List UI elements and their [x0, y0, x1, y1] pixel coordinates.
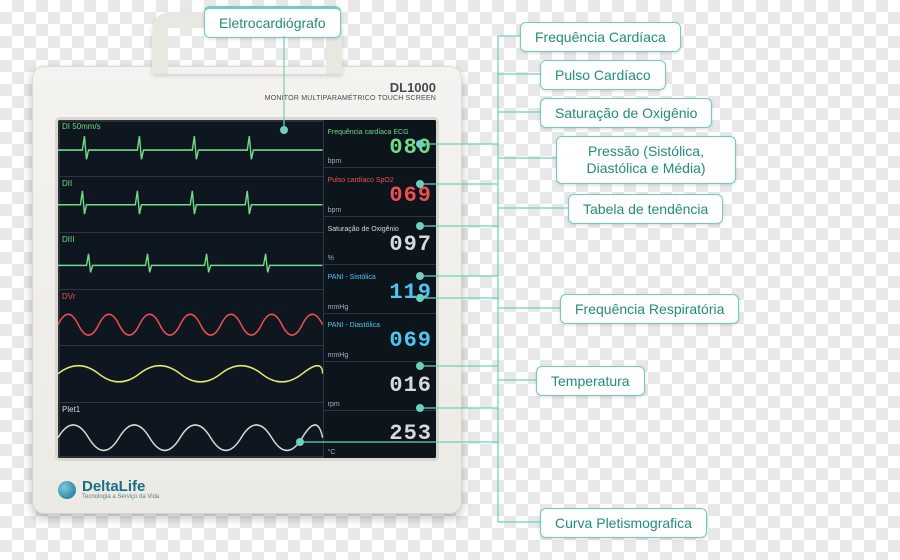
callout-pressao-line1: Pressão (Sistólica, — [588, 143, 704, 159]
brand-logo: DeltaLife Tecnologia a Serviço da Vida — [58, 479, 159, 500]
numeric-unit: bpm — [328, 158, 342, 165]
numeric-cell: 253 °C — [324, 411, 436, 458]
callout-fc: Frequência Cardíaca — [520, 22, 681, 52]
numeric-value: 016 — [328, 375, 432, 397]
wave-row: Plet1 — [58, 403, 323, 459]
logo-text-sub: Tecnologia a Serviço da Vida — [82, 494, 159, 500]
callout-ecg: Eletrocardiógrafo — [204, 6, 341, 38]
callout-resp: Frequência Respiratória — [560, 294, 739, 324]
numeric-value: 080 — [328, 137, 432, 159]
numeric-cell: Saturação de Oxigênio097% — [324, 217, 436, 265]
numeric-value: 253 — [328, 423, 432, 445]
callout-temp: Temperatura — [536, 366, 645, 396]
model-area: DL1000 MONITOR MULTIPARAMÉTRICO TOUCH SC… — [265, 80, 436, 102]
wave-row: DIII — [58, 233, 323, 290]
wave-trace — [58, 403, 323, 459]
numeric-value: 097 — [328, 234, 432, 256]
wave-trace — [58, 177, 323, 233]
numeric-cell: PANI - Diastólica069mmHg — [324, 314, 436, 362]
model-subtitle: MONITOR MULTIPARAMÉTRICO TOUCH SCREEN — [265, 95, 436, 102]
callout-plet: Curva Pletismografica — [540, 508, 707, 538]
numeric-unit: bpm — [328, 207, 342, 214]
numeric-cell: Pulso cardíaco SpO2069bpm — [324, 168, 436, 216]
wave-row: DII — [58, 177, 323, 234]
waveform-column: DI 50mm/s DII DIII DVr Plet1 — [58, 120, 323, 458]
numeric-cell: PANI - Sistólica119mmHg — [324, 265, 436, 313]
monitor-screen: DI 50mm/s DII DIII DVr Plet1 Frequência card… — [58, 120, 436, 458]
callout-spo2: Saturação de Oxigênio — [540, 98, 712, 128]
wave-label: DIII — [62, 235, 74, 244]
wave-label: DI 50mm/s — [62, 122, 101, 131]
callout-pulso: Pulso Cardíaco — [540, 60, 666, 90]
wave-label: DII — [62, 179, 72, 188]
numeric-value: 069 — [328, 330, 432, 352]
numeric-value: 069 — [328, 185, 432, 207]
wave-trace — [58, 290, 323, 346]
callout-trend: Tabela de tendência — [568, 194, 723, 224]
numeric-cell: Frequência cardíaca ECG080bpm — [324, 120, 436, 168]
logo-text-main: DeltaLife — [82, 479, 159, 494]
wave-row: DVr — [58, 290, 323, 347]
wave-label: Plet1 — [62, 405, 80, 414]
logo-icon — [58, 481, 76, 499]
numeric-unit: °C — [328, 449, 336, 456]
callout-pressao: Pressão (Sistólica, Diastólica e Média) — [556, 136, 736, 184]
numeric-unit: % — [328, 255, 334, 262]
numeric-unit: mmHg — [328, 352, 349, 359]
wave-row — [58, 346, 323, 403]
wave-label: DVr — [62, 292, 75, 301]
monitor-device: DL1000 MONITOR MULTIPARAMÉTRICO TOUCH SC… — [32, 66, 462, 514]
callout-pressao-line2: Diastólica e Média) — [586, 160, 705, 176]
wave-row: DI 50mm/s — [58, 120, 323, 177]
numeric-value: 119 — [328, 282, 432, 304]
numeric-unit: rpm — [328, 401, 340, 408]
wave-trace — [58, 233, 323, 289]
wave-trace — [58, 346, 323, 402]
numeric-cell: 016 rpm — [324, 362, 436, 410]
model-label: DL1000 — [265, 80, 436, 95]
numeric-unit: mmHg — [328, 304, 349, 311]
numeric-column: Frequência cardíaca ECG080bpmPulso cardí… — [323, 120, 436, 458]
